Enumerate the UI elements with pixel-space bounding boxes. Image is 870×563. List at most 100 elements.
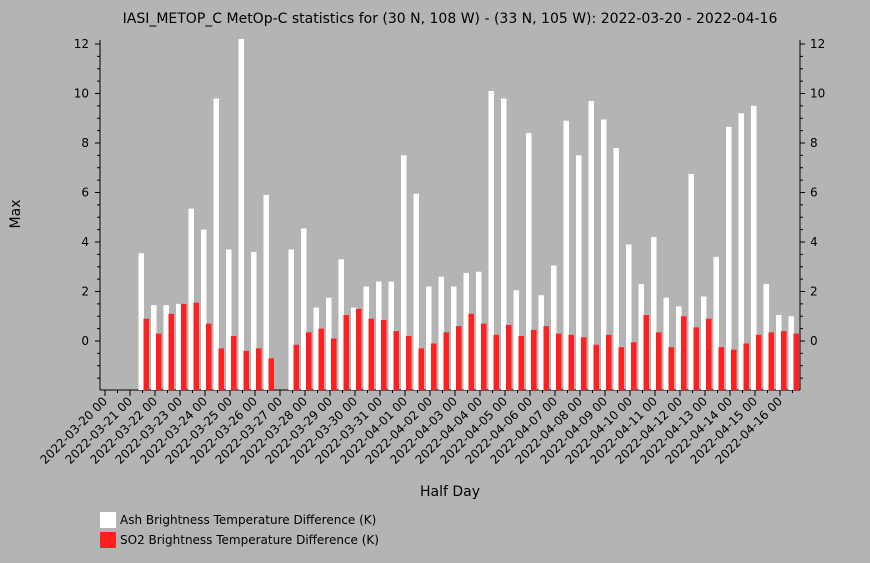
ash-bar [188, 208, 194, 390]
so2-bar [268, 358, 274, 390]
y-tick-label-left: 8 [81, 136, 89, 150]
y-tick-label-left: 10 [74, 87, 89, 101]
ash-bar [601, 119, 607, 391]
ash-bar [713, 256, 719, 390]
so2-bar [793, 333, 799, 390]
ash-bar [613, 147, 619, 390]
so2-bar [743, 343, 749, 390]
so2-bar [468, 313, 474, 390]
so2-bar [781, 331, 787, 390]
so2-bar [343, 315, 349, 390]
y-tick-label-left: 4 [81, 235, 89, 249]
so2-bar [631, 342, 637, 390]
chart-title: IASI_METOP_C MetOp-C statistics for (30 … [123, 11, 778, 27]
so2-bar [493, 334, 499, 390]
ash-bar [388, 281, 394, 390]
legend-swatch-ash [100, 512, 116, 528]
ash-bar [363, 286, 369, 390]
so2-bar [368, 318, 374, 390]
ash-bar [326, 297, 332, 390]
ash-bar [688, 173, 694, 390]
ash-bar [763, 284, 769, 390]
ash-bar [463, 272, 469, 390]
so2-bar [156, 333, 162, 390]
ash-bar [476, 271, 482, 390]
so2-bar [756, 334, 762, 390]
ash-bar [563, 120, 569, 390]
ash-bar [263, 194, 269, 390]
ash-bar [788, 316, 794, 390]
y-ticks: 0 0 2 2 4 4 6 6 8 8 10 10 12 12 [74, 37, 825, 379]
so2-bar [393, 331, 399, 390]
ash-bar [288, 249, 294, 390]
ash-bar [588, 100, 594, 391]
so2-bar [656, 332, 662, 390]
ash-bar [726, 126, 732, 390]
y-axis-label: Max [8, 200, 24, 229]
ash-bar [301, 228, 307, 390]
ash-bar [426, 286, 432, 390]
ash-bar [151, 305, 157, 390]
so2-bar [143, 318, 149, 390]
y-tick-label-right: 10 [810, 87, 825, 101]
ash-bar [376, 281, 382, 390]
ash-bar [526, 133, 532, 390]
so2-bar [581, 337, 587, 390]
so2-bar [618, 347, 624, 390]
so2-bar [731, 349, 737, 390]
ash-bar [313, 307, 319, 390]
so2-bar [306, 332, 312, 390]
so2-bar [331, 338, 337, 390]
ash-bar [238, 39, 244, 391]
y-tick-label-right: 6 [810, 186, 818, 200]
y-tick-label-right: 2 [810, 285, 818, 299]
so2-bar [381, 319, 387, 390]
so2-bar [456, 326, 462, 390]
legend-label-ash: Ash Brightness Temperature Difference (K… [120, 513, 376, 527]
so2-bar [418, 348, 424, 390]
so2-bar [206, 323, 212, 390]
ash-bar [701, 296, 707, 390]
ash-bar [676, 306, 682, 390]
so2-bar [218, 348, 224, 390]
so2-bar [718, 347, 724, 390]
ash-bar [538, 295, 544, 390]
so2-bar [706, 318, 712, 390]
so2-bar [293, 344, 299, 390]
ash-bar [488, 91, 494, 391]
ash-bar [413, 193, 419, 390]
so2-bar [231, 336, 237, 390]
ash-bar [738, 113, 744, 391]
ash-bar [638, 284, 644, 390]
ash-bar [251, 251, 257, 390]
ash-bar [776, 315, 782, 390]
ash-bar [576, 155, 582, 390]
ash-bar [226, 249, 232, 390]
ash-bar [401, 155, 407, 390]
so2-bar [181, 303, 187, 390]
so2-bar [193, 302, 199, 390]
y-tick-label-left: 6 [81, 186, 89, 200]
so2-bar [168, 313, 174, 390]
so2-bar [256, 348, 262, 390]
so2-bar [543, 326, 549, 390]
so2-bar [356, 308, 362, 390]
so2-bar [518, 336, 524, 390]
ash-bar [338, 259, 344, 390]
so2-bar [318, 328, 324, 390]
ash-bar [213, 98, 219, 390]
so2-bar [681, 316, 687, 390]
so2-bar [593, 344, 599, 390]
legend-label-so2: SO2 Brightness Temperature Difference (K… [120, 533, 379, 547]
y-tick-label-right: 4 [810, 235, 818, 249]
so2-bar [643, 315, 649, 390]
y-tick-label-left: 0 [81, 334, 89, 348]
bars [138, 39, 799, 391]
y-tick-label-right: 12 [810, 37, 825, 51]
y-tick-label-right: 8 [810, 136, 818, 150]
so2-bar [506, 324, 512, 390]
ash-bar [138, 253, 144, 390]
ash-bar [663, 297, 669, 390]
